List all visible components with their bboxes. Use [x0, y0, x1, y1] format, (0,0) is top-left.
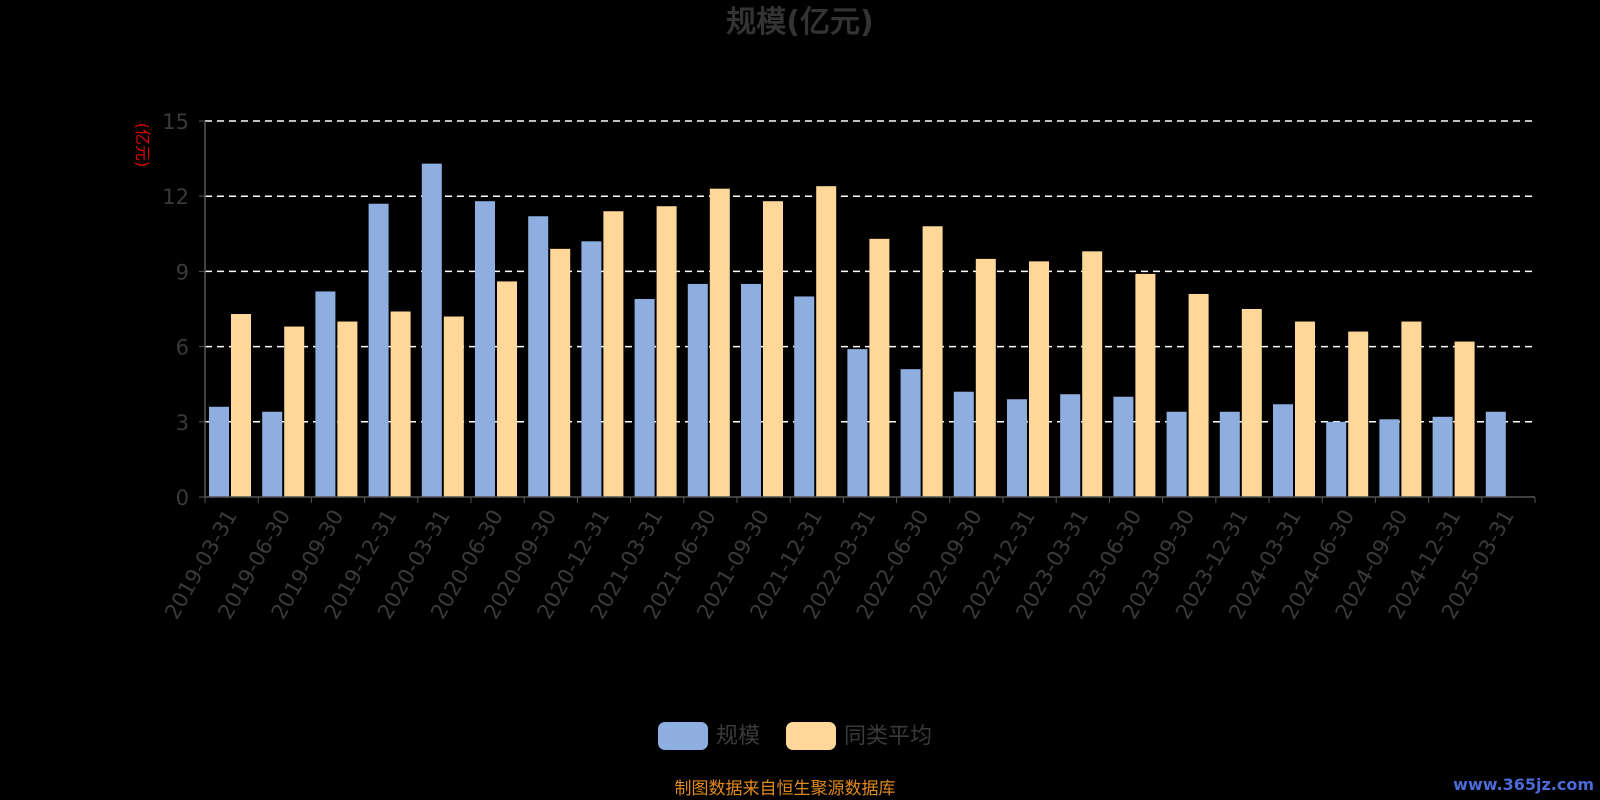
source-note: 制图数据来自恒生聚源数据库 [675, 779, 896, 799]
bar-同类平均-2019-06-30 [284, 326, 305, 497]
y-tick-label: 15 [162, 110, 189, 134]
bar-规模-2023-03-31 [1060, 394, 1081, 497]
x-axis [204, 121, 1536, 503]
bar-同类平均-2024-09-30 [1401, 321, 1422, 497]
bar-同类平均-2022-12-31 [1029, 261, 1049, 497]
bar-规模-2019-09-30 [315, 291, 336, 497]
bars [209, 163, 1506, 498]
bar-同类平均-2021-03-31 [656, 206, 677, 497]
bar-同类平均-2021-12-31 [816, 186, 837, 497]
bar-规模-2021-12-31 [794, 296, 815, 497]
bar-规模-2020-03-31 [421, 163, 442, 497]
bar-同类平均-2023-03-31 [1082, 251, 1103, 497]
bar-规模-2023-12-31 [1219, 411, 1240, 497]
bar-规模-2025-03-31 [1485, 411, 1506, 497]
bar-规模-2021-06-30 [687, 283, 708, 497]
bar-规模-2024-06-30 [1326, 421, 1347, 497]
chart-title: 规模(亿元) [726, 5, 873, 40]
bar-同类平均-2021-06-30 [709, 188, 730, 497]
bar-规模-2019-06-30 [262, 411, 283, 497]
legend-item-同类平均[interactable]: 同类平均 [786, 722, 932, 750]
bar-规模-2022-03-31 [847, 349, 868, 497]
y-tick-label: 12 [162, 185, 189, 209]
bar-同类平均-2024-12-31 [1454, 341, 1475, 497]
bar-同类平均-2020-03-31 [443, 316, 464, 497]
legend-label: 规模 [716, 724, 760, 749]
bar-同类平均-2023-06-30 [1135, 273, 1156, 497]
legend-swatch [786, 722, 836, 750]
bar-同类平均-2024-03-31 [1295, 321, 1315, 497]
bar-规模-2024-03-31 [1273, 404, 1293, 497]
bar-同类平均-2019-09-30 [337, 321, 358, 497]
bar-规模-2023-06-30 [1113, 396, 1134, 497]
y-axis-unit-label: (亿元) [133, 123, 152, 168]
bar-规模-2022-12-31 [1007, 399, 1027, 497]
bar-同类平均-2020-09-30 [550, 248, 571, 497]
bar-规模-2022-09-30 [953, 391, 974, 497]
legend[interactable]: 规模 同类平均 [658, 722, 932, 750]
legend-swatch [658, 722, 708, 750]
bar-规模-2019-03-31 [209, 406, 229, 497]
bar-同类平均-2022-09-30 [975, 258, 996, 497]
bar-规模-2019-12-31 [368, 203, 389, 497]
bar-同类平均-2023-12-31 [1241, 309, 1262, 497]
bar-规模-2020-09-30 [528, 216, 549, 497]
bar-同类平均-2020-06-30 [497, 281, 517, 497]
y-tick-label: 6 [176, 336, 189, 360]
bar-规模-2021-03-31 [634, 298, 655, 497]
bar-同类平均-2022-03-31 [869, 238, 890, 497]
bar-规模-2022-06-30 [900, 369, 921, 497]
bar-规模-2024-09-30 [1379, 419, 1400, 497]
bar-同类平均-2024-06-30 [1348, 331, 1369, 497]
bar-同类平均-2020-12-31 [603, 211, 624, 498]
bar-同类平均-2019-03-31 [231, 314, 251, 497]
bar-同类平均-2021-09-30 [763, 201, 783, 498]
y-tick-label: 3 [176, 411, 189, 435]
bar-规模-2020-12-31 [581, 241, 602, 497]
legend-item-规模[interactable]: 规模 [658, 722, 760, 750]
y-tick-label: 9 [176, 260, 189, 284]
bar-规模-2020-06-30 [475, 201, 495, 498]
bar-同类平均-2023-09-30 [1188, 293, 1209, 497]
bar-规模-2024-12-31 [1432, 416, 1453, 497]
y-axis-ticks: 0 3 6 9 12 15 [162, 110, 205, 510]
bar-规模-2021-09-30 [741, 283, 761, 497]
watermark: www.365jz.com [1453, 775, 1594, 794]
bar-同类平均-2019-12-31 [390, 311, 411, 497]
bar-同类平均-2022-06-30 [922, 226, 943, 497]
bar-规模-2023-09-30 [1166, 411, 1187, 497]
legend-label: 同类平均 [844, 724, 932, 749]
x-axis-ticks: 2019-03-312019-06-302019-09-302019-12-31… [160, 505, 1519, 623]
y-tick-label: 0 [176, 486, 189, 510]
